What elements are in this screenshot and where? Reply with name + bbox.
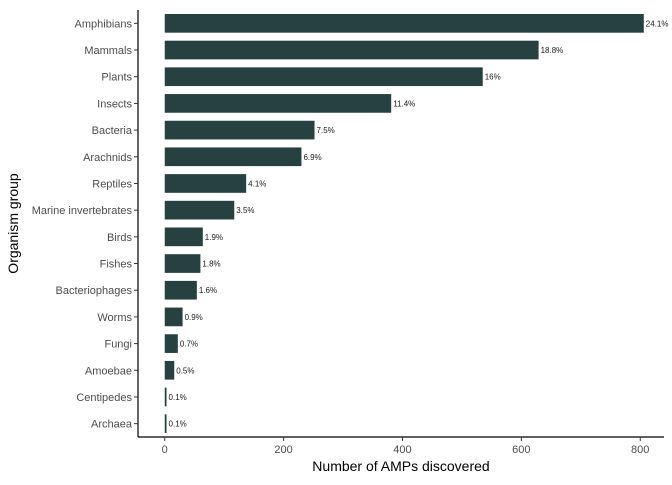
y-tick-label: Fungi bbox=[104, 339, 132, 351]
data-label: 0.5% bbox=[176, 366, 194, 375]
x-tick-label: 200 bbox=[274, 444, 292, 456]
data-label: 0.1% bbox=[169, 393, 187, 402]
y-tick-label: Reptiles bbox=[92, 178, 132, 190]
bar-archaea bbox=[164, 414, 167, 433]
y-tick-label: Centipedes bbox=[76, 392, 132, 404]
data-label: 7.5% bbox=[317, 126, 335, 135]
bar-worms bbox=[164, 307, 183, 327]
y-tick-label: Worms bbox=[97, 312, 132, 324]
x-axis-ticks: 0 200 400 600 800 bbox=[162, 437, 649, 456]
bar-arachnids bbox=[164, 147, 302, 167]
data-label: 0.7% bbox=[180, 340, 198, 349]
bar-mammals bbox=[164, 40, 539, 60]
data-label: 3.5% bbox=[236, 206, 254, 215]
bar-amoebae bbox=[164, 360, 175, 380]
y-axis-title: Organism group bbox=[5, 173, 21, 274]
y-tick-label: Bacteriophages bbox=[56, 285, 133, 297]
bar-fishes bbox=[164, 254, 201, 273]
y-tick-label: Amphibians bbox=[75, 18, 133, 30]
data-label: 18.8% bbox=[541, 46, 564, 55]
x-tick-label: 400 bbox=[393, 444, 411, 456]
y-tick-label: Archaea bbox=[91, 419, 133, 431]
x-axis-title: Number of AMPs discovered bbox=[312, 458, 489, 474]
bar-bacteria bbox=[164, 120, 315, 140]
data-label: 1.8% bbox=[202, 260, 220, 269]
y-tick-label: Insects bbox=[97, 98, 132, 110]
data-label: 0.9% bbox=[185, 313, 203, 322]
data-label: 6.9% bbox=[303, 153, 321, 162]
bar-plants bbox=[164, 67, 483, 87]
bar-marine-invertebrates bbox=[164, 200, 235, 220]
data-label: 16% bbox=[485, 73, 501, 82]
x-tick-label: 600 bbox=[512, 444, 530, 456]
y-tick-label: Amoebae bbox=[85, 365, 132, 377]
data-label: 1.6% bbox=[199, 286, 217, 295]
bar-amphibians bbox=[164, 14, 644, 33]
data-label: 0.1% bbox=[169, 420, 187, 429]
y-tick-label: Plants bbox=[101, 72, 132, 84]
y-tick-label: Arachnids bbox=[83, 152, 132, 164]
bars-layer bbox=[164, 14, 644, 433]
bar-insects bbox=[164, 94, 392, 113]
y-axis-ticks: Amphibians Mammals Plants Insects Bacteria Ar… bbox=[32, 18, 138, 431]
y-tick-label: Marine invertebrates bbox=[32, 205, 133, 217]
bar-reptiles bbox=[164, 174, 247, 193]
bar-fungi bbox=[164, 334, 178, 353]
data-label: 1.9% bbox=[205, 233, 223, 242]
data-label: 24.1% bbox=[646, 19, 669, 28]
y-tick-label: Fishes bbox=[100, 259, 133, 271]
y-tick-label: Mammals bbox=[84, 45, 132, 57]
bar-bacteriophages bbox=[164, 280, 197, 300]
bar-birds bbox=[164, 227, 203, 247]
data-label: 11.4% bbox=[393, 99, 415, 108]
bar-centipedes bbox=[164, 387, 167, 407]
data-labels-layer: 24.1% 18.8% 16% 11.4% 7.5% 6.9% 4.1% 3.5% 1.9% 1.… bbox=[169, 19, 669, 428]
x-tick-label: 800 bbox=[631, 444, 649, 456]
y-tick-label: Bacteria bbox=[92, 125, 133, 137]
y-tick-label: Birds bbox=[107, 232, 133, 244]
data-label: 4.1% bbox=[248, 179, 266, 188]
x-tick-label: 0 bbox=[162, 444, 168, 456]
